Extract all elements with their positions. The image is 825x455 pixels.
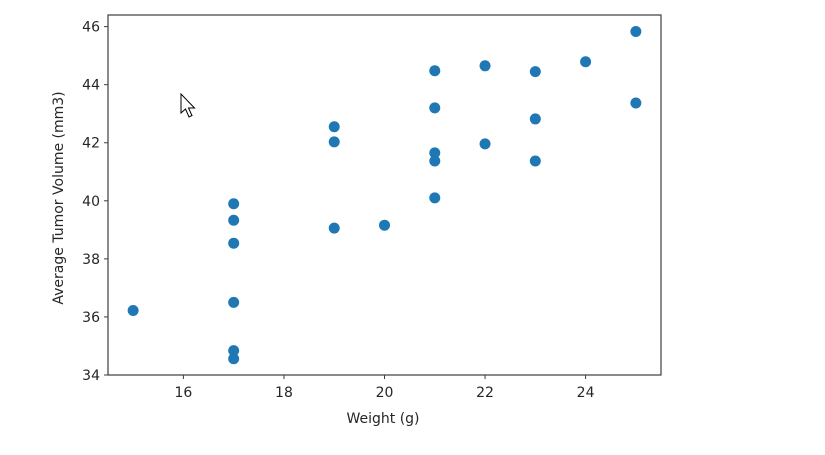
y-tick-label: 40 (82, 194, 100, 210)
data-point (429, 102, 441, 114)
data-point (127, 305, 139, 317)
data-point (228, 237, 240, 249)
data-point (429, 155, 441, 167)
x-axis: 16 18 20 22 24 (174, 375, 595, 401)
data-point (328, 222, 340, 234)
data-point (328, 136, 340, 148)
y-tick-label: 46 (82, 20, 100, 36)
data-points (127, 26, 642, 365)
plot-background (108, 15, 661, 375)
y-axis: 34 36 38 40 42 44 46 (82, 20, 108, 384)
y-tick-label: 44 (82, 78, 100, 94)
plot-area (107, 14, 662, 376)
data-point (429, 65, 441, 77)
y-tick-label: 36 (82, 310, 100, 326)
data-point (630, 97, 642, 109)
data-point (429, 192, 441, 204)
data-point (580, 56, 592, 68)
mouse-pointer-icon (180, 93, 196, 118)
data-point (228, 214, 240, 226)
x-tick-label: 22 (476, 385, 494, 401)
data-point (630, 26, 642, 38)
data-point (379, 219, 390, 231)
x-tick-label: 20 (376, 385, 394, 401)
x-tick-label: 18 (275, 385, 293, 401)
data-point (479, 138, 491, 150)
x-axis-label: Weight (g) (346, 411, 419, 427)
y-tick-label: 42 (82, 136, 100, 152)
data-point (529, 155, 541, 167)
data-point (529, 66, 541, 78)
data-point (328, 121, 340, 133)
y-tick-label: 34 (82, 368, 100, 384)
x-tick-label: 24 (577, 385, 595, 401)
data-point (429, 147, 441, 159)
data-point (228, 345, 240, 357)
data-point (479, 60, 491, 72)
x-tick-label: 16 (174, 385, 192, 401)
y-tick-label: 38 (82, 252, 100, 268)
data-point (228, 353, 240, 365)
data-point (228, 296, 240, 308)
y-axis-label: Average Tumor Volume (mm3) (51, 91, 67, 304)
data-point (228, 198, 240, 210)
data-point (529, 113, 541, 125)
